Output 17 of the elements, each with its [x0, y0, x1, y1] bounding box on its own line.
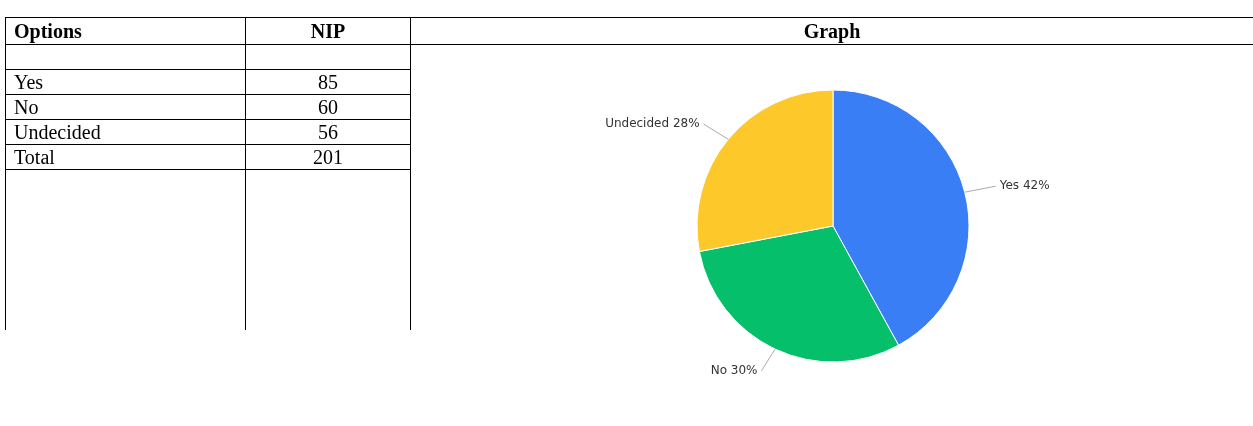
text: Yes — [5, 69, 246, 95]
slice-label: Yes — [998, 178, 1020, 193]
data-label: 30% — [730, 362, 758, 377]
data-label: 42% — [1022, 178, 1050, 193]
text: Total — [5, 144, 246, 170]
text: No — [5, 94, 246, 120]
text: NIP — [245, 17, 411, 45]
text: Undecided — [5, 119, 246, 145]
text: 56 — [245, 119, 411, 145]
text: 201 — [245, 144, 411, 170]
data-label: 28% — [672, 116, 700, 131]
text: Graph — [410, 17, 1253, 45]
slice-label: No — [710, 362, 727, 377]
text: 60 — [245, 94, 411, 120]
text: Options — [5, 17, 246, 45]
slice-label: Undecided — [605, 116, 670, 131]
text: 85 — [245, 69, 411, 95]
